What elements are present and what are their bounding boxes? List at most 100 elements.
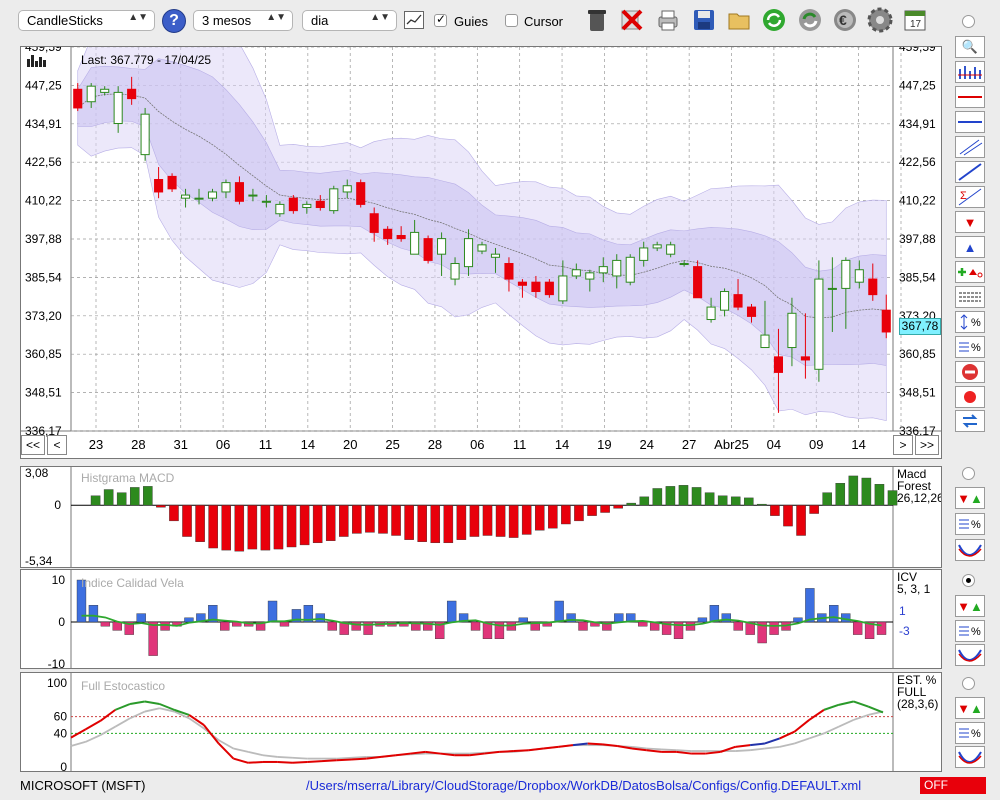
icv-bar bbox=[482, 621, 493, 639]
trash-button[interactable] bbox=[583, 6, 611, 34]
hline-red-button[interactable] bbox=[955, 86, 985, 108]
stochastic-d-line bbox=[351, 756, 367, 759]
macd-bar bbox=[639, 496, 650, 506]
trendline-tool-button[interactable] bbox=[955, 161, 985, 183]
stochastic-d-line bbox=[764, 745, 780, 750]
calendar-button[interactable]: 17 bbox=[901, 6, 929, 34]
candle-body bbox=[531, 281, 541, 293]
print-button[interactable] bbox=[654, 6, 682, 34]
record-button[interactable] bbox=[955, 386, 985, 408]
interval-select[interactable]: dia ▲▼ bbox=[302, 10, 397, 31]
icv-move-button[interactable]: ▼▲ bbox=[955, 595, 985, 617]
stochastic-d-line bbox=[646, 747, 662, 751]
macd-panel[interactable]: 3,08 0 -5,34 Histgrama MACD Macd Forest 26… bbox=[20, 466, 942, 568]
icv-scale-button[interactable]: % bbox=[955, 620, 985, 642]
icv-indicator-button[interactable] bbox=[955, 644, 985, 666]
macd-bar bbox=[391, 504, 401, 536]
guides-checkbox[interactable]: ✓ bbox=[434, 12, 447, 27]
macd-bar bbox=[129, 487, 140, 506]
stop-button[interactable] bbox=[955, 361, 985, 383]
macd-bar bbox=[312, 504, 323, 544]
macd-indicator-button[interactable] bbox=[955, 539, 985, 561]
delete-button[interactable] bbox=[618, 6, 646, 34]
svg-text:%: % bbox=[971, 519, 981, 531]
icv-bar bbox=[363, 621, 373, 635]
stochastic-d-line bbox=[114, 717, 131, 728]
icv-panel-radio[interactable] bbox=[962, 574, 975, 587]
percent-range-button[interactable]: % bbox=[955, 311, 985, 333]
symbol-label: MICROSOFT (MSFT) bbox=[20, 778, 146, 793]
macd-move-button[interactable]: ▼▲ bbox=[955, 487, 985, 509]
icv-bar bbox=[136, 613, 146, 623]
y-tick-label: 459,59 bbox=[25, 47, 62, 54]
icv-bar bbox=[876, 621, 887, 635]
stochastic-k-line bbox=[439, 752, 455, 757]
macd-bar bbox=[613, 504, 623, 509]
candle-body bbox=[315, 200, 325, 209]
macd-scale-button[interactable]: % bbox=[955, 513, 985, 535]
config-path-link[interactable]: /Users/mserra/Library/CloudStorage/Dropb… bbox=[306, 778, 862, 793]
icv-bar bbox=[745, 621, 755, 635]
candle-body bbox=[248, 194, 258, 197]
add-marker-button[interactable] bbox=[955, 261, 985, 283]
guides-label: Guies bbox=[454, 14, 488, 29]
nav-next-button[interactable]: > bbox=[893, 435, 913, 455]
main-chart-panel[interactable]: 459,59 459,59 447,25 447,25 434,91 434,91 422,… bbox=[20, 46, 942, 459]
macd-bar bbox=[339, 504, 349, 537]
channel-tool-button[interactable] bbox=[955, 136, 985, 158]
stochastic-panel[interactable]: 100 60 40 0 Full Estocastico EST. % FULL (2… bbox=[20, 672, 942, 772]
currency-button[interactable]: € bbox=[831, 6, 859, 34]
zoom-tool-button[interactable]: 🔍 bbox=[955, 36, 985, 58]
hline-blue-button[interactable] bbox=[955, 111, 985, 133]
refresh-button[interactable] bbox=[760, 6, 788, 34]
stochastic-d-line bbox=[188, 717, 205, 730]
icv-bar bbox=[315, 613, 325, 623]
cursor-checkbox[interactable] bbox=[505, 14, 518, 27]
stoch-scale-button[interactable]: % bbox=[955, 722, 985, 744]
candle-body bbox=[73, 88, 83, 109]
fibonacci-button[interactable] bbox=[955, 286, 985, 308]
nav-last-button[interactable]: >> bbox=[915, 435, 939, 455]
icv-panel[interactable]: 10 0 -10 Indice Calidad Vela ICV 5, 3, 1 1… bbox=[20, 569, 942, 669]
reload-data-button[interactable] bbox=[796, 6, 824, 34]
swap-button[interactable] bbox=[955, 410, 985, 432]
macd-bar bbox=[548, 504, 558, 529]
main-panel-radio[interactable] bbox=[962, 15, 975, 28]
macd-bar bbox=[404, 504, 414, 540]
help-button[interactable]: ? bbox=[162, 9, 186, 33]
candle-body bbox=[450, 263, 460, 280]
save-button[interactable] bbox=[690, 6, 718, 34]
icv-bar bbox=[793, 617, 803, 623]
status-badge[interactable]: OFF bbox=[920, 777, 986, 794]
bars-tool-button[interactable] bbox=[955, 61, 985, 83]
period-select[interactable]: 3 mesos ▲▼ bbox=[193, 10, 293, 31]
x-tick-label: 14 bbox=[851, 437, 865, 452]
arrow-down-button[interactable]: ▼ bbox=[955, 211, 985, 233]
candle-body bbox=[881, 309, 891, 333]
icv-bar bbox=[423, 621, 433, 631]
stoch-panel-radio[interactable] bbox=[962, 677, 975, 690]
nav-prev-button[interactable]: < bbox=[47, 435, 67, 455]
icv-bar bbox=[518, 617, 528, 623]
stoch-move-button[interactable]: ▼▲ bbox=[955, 697, 985, 719]
nav-first-button[interactable]: << bbox=[21, 435, 45, 455]
macd-bar bbox=[770, 504, 780, 516]
stochastic-d-line bbox=[823, 725, 840, 735]
stochastic-d-line bbox=[144, 707, 160, 713]
stochastic-k-line bbox=[144, 700, 160, 705]
chart-icon-button[interactable] bbox=[404, 11, 424, 29]
sigma-tool-button[interactable]: Σ bbox=[955, 186, 985, 208]
percent-lines-button[interactable]: % bbox=[955, 336, 985, 358]
stochastic-k-line bbox=[217, 742, 235, 760]
candle-body bbox=[585, 272, 595, 280]
arrow-up-button[interactable]: ▲ bbox=[955, 236, 985, 258]
x-tick-label: 23 bbox=[89, 437, 103, 452]
y-tick-label: 40 bbox=[54, 726, 68, 740]
stochastic-k-line bbox=[676, 750, 692, 755]
chart-type-select[interactable]: CandleSticks ▲▼ bbox=[18, 10, 155, 31]
stoch-indicator-button[interactable] bbox=[955, 746, 985, 768]
macd-panel-radio[interactable] bbox=[962, 467, 975, 480]
open-folder-button[interactable] bbox=[725, 6, 753, 34]
settings-button[interactable] bbox=[866, 6, 894, 34]
macd-bar bbox=[417, 504, 427, 542]
